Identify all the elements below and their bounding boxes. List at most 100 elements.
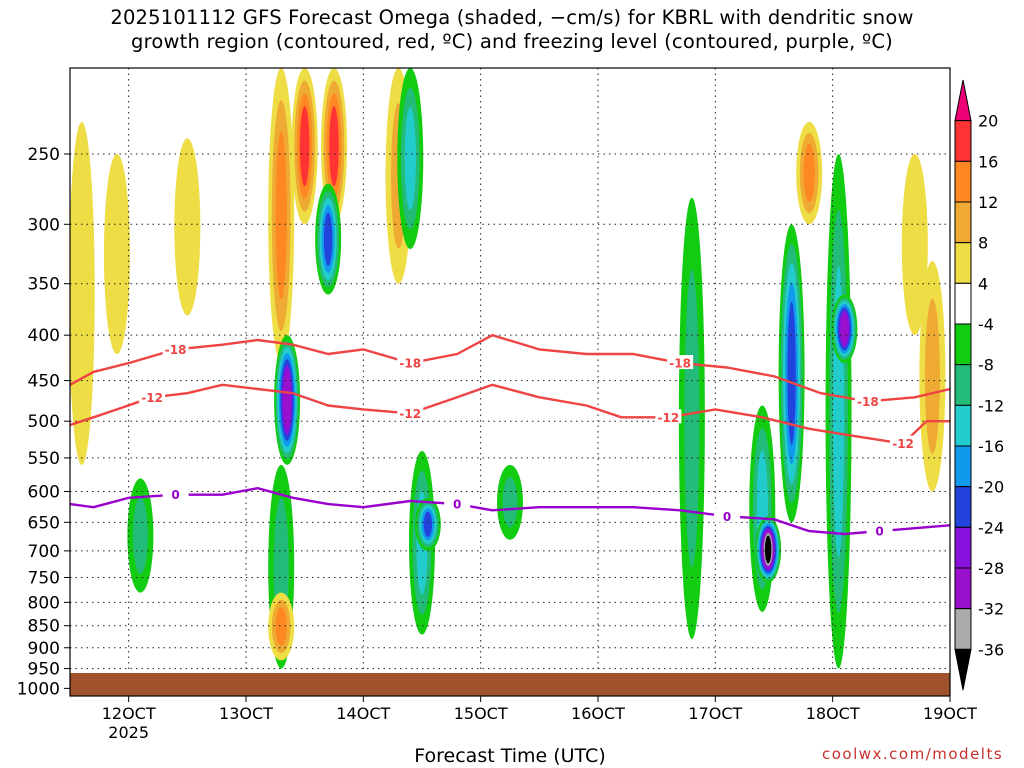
ground-surface [70, 673, 950, 696]
colorbar-swatch [954, 567, 972, 610]
contour-label: -12 [892, 437, 914, 451]
colorbar-swatch [954, 120, 972, 162]
contour-label-bg [714, 508, 741, 523]
y-tick-label: 650 [28, 513, 60, 533]
colorbar-level-label: -20 [978, 478, 1004, 497]
x-axis-label: Forecast Time (UTC) [414, 745, 606, 767]
colorbar-level-label: -16 [978, 437, 1004, 456]
colorbar-swatch [954, 445, 972, 488]
colorbar-level-label: -12 [978, 396, 1004, 415]
chart-title-line-2: growth region (contoured, red, ºC) and f… [131, 30, 893, 53]
colorbar-level-label: -24 [978, 518, 1004, 537]
colorbar-level-label: -8 [978, 356, 994, 375]
omega-cell [787, 301, 796, 445]
colorbar-swatch [954, 404, 972, 447]
contour-label-bg [162, 341, 189, 356]
y-tick-label: 250 [28, 145, 60, 165]
y-tick-label: 750 [28, 568, 60, 588]
contour-line [70, 334, 950, 403]
omega-cell [901, 154, 928, 336]
y-tick-label: 850 [28, 617, 60, 637]
omega-cell [299, 106, 310, 187]
y-tick-label: 900 [28, 639, 60, 659]
omega-cell [404, 107, 416, 210]
contour-label-bg [866, 523, 893, 538]
x-tick-label: 13OCT [219, 704, 273, 723]
y-tick-label: 500 [28, 412, 60, 432]
colorbar-swatch [954, 201, 972, 244]
plot-frame [69, 67, 951, 697]
contour-label-bg [444, 496, 471, 511]
contour-label-bg [667, 355, 694, 370]
omega-cell [103, 154, 130, 354]
contour-label: -12 [141, 391, 163, 405]
y-tick-label: 600 [28, 482, 60, 502]
contour-label: 0 [875, 525, 883, 539]
colorbar-swatch [954, 526, 972, 569]
omega-cell [764, 535, 772, 564]
y-tick-label: 700 [28, 542, 60, 562]
contour-lines: -18 -18 -18 -18 -12 -12 -12 -12 0 0 0 0 [70, 334, 950, 539]
colorbar-swatch [954, 242, 972, 284]
x-tick-label: 15OCT [454, 704, 508, 723]
contour-label-bg [397, 355, 424, 370]
chart-title: 2025101112 GFS Forecast Omega (shaded, −… [0, 6, 1024, 54]
x-tick-sublabel: 2025 [108, 723, 149, 742]
contour-label: -12 [658, 411, 680, 425]
colorbar-level-label: 8 [978, 234, 988, 253]
omega-cell [70, 121, 95, 465]
colorbar-swatch [954, 160, 972, 203]
contour-label-bg [397, 405, 424, 420]
omega-cell [684, 269, 700, 568]
contour-line [70, 383, 950, 445]
colorbar-swatch [954, 486, 972, 528]
omega-cell [329, 106, 339, 187]
colorbar-swatch [954, 282, 972, 325]
colorbar-swatch [954, 608, 972, 650]
y-tick-label: 800 [28, 593, 60, 613]
y-tick-label: 950 [28, 660, 60, 680]
colorbar-swatch [954, 364, 972, 406]
ground-fill [70, 673, 950, 696]
colorbar-level-label: 4 [978, 274, 988, 293]
contour-label-bg [162, 486, 189, 501]
x-tick-label: 16OCT [571, 704, 625, 723]
colorbar-level-label: -32 [978, 600, 1004, 619]
x-tick-label: 19OCT [923, 704, 977, 723]
omega-shading [70, 68, 946, 669]
y-tick-label: 1000 [17, 679, 60, 699]
y-tick-label: 550 [28, 449, 60, 469]
colorbar: 20 16 12 8 4 -4 -8 -12 -16 -20 -24 -28 -32 -36 [954, 79, 1004, 691]
omega-cell [924, 298, 940, 455]
contour-label: -18 [399, 357, 421, 371]
omega-cell [275, 607, 287, 646]
contour-label: 0 [171, 488, 179, 502]
contour-label: -18 [857, 395, 879, 409]
plot-axes: 2503003504004505005506006507007508008509… [17, 67, 977, 742]
omega-cell [283, 371, 291, 429]
omega-cell [840, 313, 848, 344]
omega-cell [132, 496, 148, 575]
x-tick-label: 17OCT [688, 704, 742, 723]
colorbar-level-label: 12 [978, 193, 998, 212]
omega-cell [174, 138, 201, 316]
contour-label: -18 [165, 343, 187, 357]
plot-grid [70, 68, 950, 696]
colorbar-cap-top [954, 79, 972, 122]
y-tick-label: 300 [28, 215, 60, 235]
colorbar-level-label: 16 [978, 152, 998, 171]
colorbar-level-label: -4 [978, 315, 994, 334]
colorbar-cap-bottom [954, 648, 972, 691]
omega-cell [423, 511, 433, 538]
colorbar-level-label: -28 [978, 559, 1004, 578]
colorbar-level-label: -36 [978, 640, 1004, 659]
contour-label: 0 [453, 498, 461, 512]
contour-label: 0 [723, 510, 731, 524]
y-tick-label: 350 [28, 275, 60, 295]
contour-label-bg [655, 409, 682, 424]
omega-cell [502, 477, 518, 528]
colorbar-level-label: 20 [978, 112, 998, 131]
y-tick-label: 450 [28, 372, 60, 392]
contour-label: -18 [669, 357, 691, 371]
